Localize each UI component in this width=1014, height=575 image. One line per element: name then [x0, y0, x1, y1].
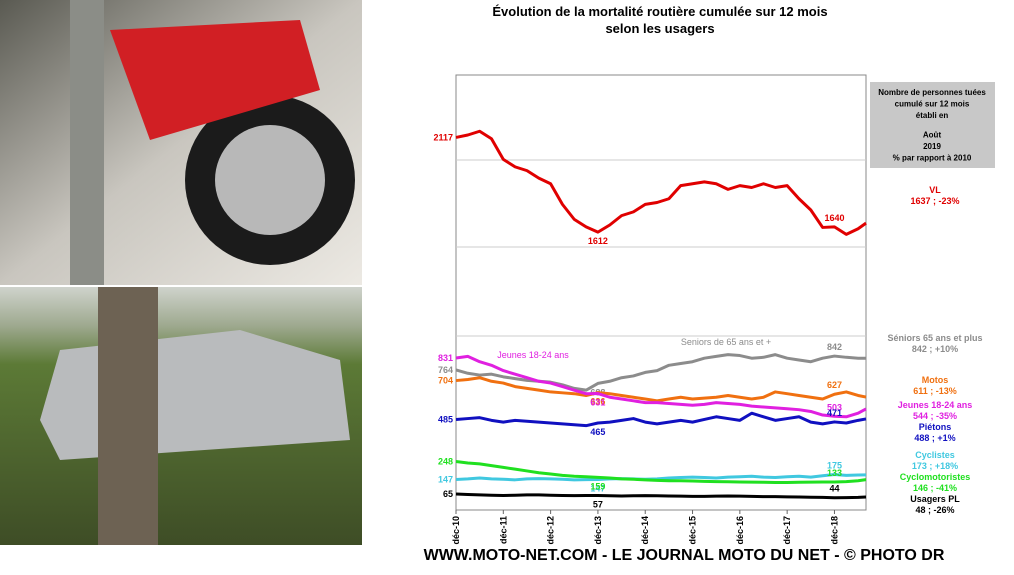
series-summary: 611 ; -13%	[913, 386, 957, 396]
series-name: VL	[929, 185, 941, 195]
x-tick-label: déc-18	[829, 516, 839, 545]
series-line	[455, 129, 867, 236]
data-label: 831	[438, 353, 453, 363]
data-label: 175	[827, 460, 842, 470]
data-label: 57	[593, 499, 603, 509]
series-name: Séniors 65 ans et plus	[887, 333, 982, 343]
series-summary: 842 ; +10%	[912, 344, 958, 354]
data-label: 248	[438, 457, 453, 467]
data-label: 627	[827, 380, 842, 390]
series-line	[455, 460, 867, 484]
data-label: 471	[827, 408, 842, 418]
x-tick-label: déc-17	[782, 516, 792, 545]
series-line	[455, 376, 867, 403]
photos	[0, 0, 362, 545]
gridlines	[456, 159, 866, 337]
data-label: 704	[438, 376, 453, 386]
data-label: 147	[438, 474, 453, 484]
data-label: 133	[827, 468, 842, 478]
series-summary: 1637 ; -23%	[910, 196, 959, 206]
x-tick-label: déc-15	[688, 516, 698, 545]
x-tick-label: déc-13	[593, 516, 603, 545]
photo-pole	[70, 0, 104, 285]
note-text: Août	[923, 131, 942, 140]
chart-title: Évolution de la mortalité routière cumul…	[492, 4, 827, 19]
x-tick-label: déc-11	[498, 516, 508, 544]
x-tick-label: déc-12	[546, 516, 556, 545]
series-summary: 173 ; +18%	[912, 461, 958, 471]
x-tick-label: déc-10	[451, 516, 461, 545]
data-label: 485	[438, 414, 453, 424]
series-line	[455, 353, 866, 392]
data-label: 842	[827, 342, 842, 352]
series-name: Usagers PL	[910, 494, 960, 504]
series-name: Motos	[922, 375, 949, 385]
chart-subtitle: selon les usagers	[605, 21, 714, 36]
series-line	[455, 492, 867, 500]
data-label: 1640	[824, 213, 844, 223]
footer: WWW.MOTO-NET.COM - LE JOURNAL MOTO DU NE…	[424, 547, 945, 564]
series-line	[455, 472, 867, 482]
series-line	[455, 411, 867, 428]
x-tick-label: déc-16	[735, 516, 745, 545]
photo-fairing	[110, 20, 320, 140]
photo-car-body	[40, 330, 350, 460]
series-summary: 48 ; -26%	[915, 505, 954, 515]
note-box	[870, 82, 995, 168]
series-summary: 488 ; +1%	[914, 433, 955, 443]
inline-label: Seniors de 65 ans et +	[681, 337, 771, 347]
data-label: 631	[590, 398, 605, 408]
data-label: 465	[590, 427, 605, 437]
inline-label: Jeunes 18-24 ans	[497, 350, 569, 360]
data-label: 147	[590, 483, 605, 493]
note-text: Nombre de personnes tuées	[878, 88, 986, 97]
photo-rim	[215, 125, 325, 235]
data-label: 44	[829, 484, 839, 494]
note-text: établi en	[916, 111, 949, 120]
series-line	[455, 354, 867, 419]
data-label: 159	[590, 481, 605, 491]
series-name: Jeunes 18-24 ans	[898, 400, 973, 410]
data-label: 764	[438, 365, 453, 375]
series-name: Piétons	[919, 422, 952, 432]
note-text: cumulé sur 12 mois	[895, 100, 970, 109]
plot-frame	[455, 74, 867, 511]
data-label: 2117	[433, 132, 453, 142]
photo-tree	[98, 287, 158, 545]
x-tick-label: déc-14	[640, 516, 650, 545]
data-label: 636	[590, 397, 605, 407]
note-text: % par rapport à 2010	[893, 154, 972, 163]
data-label: 503	[827, 402, 842, 412]
note-text: 2019	[923, 142, 941, 151]
series-name: Cyclomotoristes	[900, 472, 971, 482]
series-summary: 146 ; -41%	[913, 483, 957, 493]
series-name: Cyclistes	[915, 450, 955, 460]
data-label: 65	[443, 489, 453, 499]
series-summary: 544 ; -35%	[913, 411, 957, 421]
data-label: 1612	[588, 236, 608, 246]
